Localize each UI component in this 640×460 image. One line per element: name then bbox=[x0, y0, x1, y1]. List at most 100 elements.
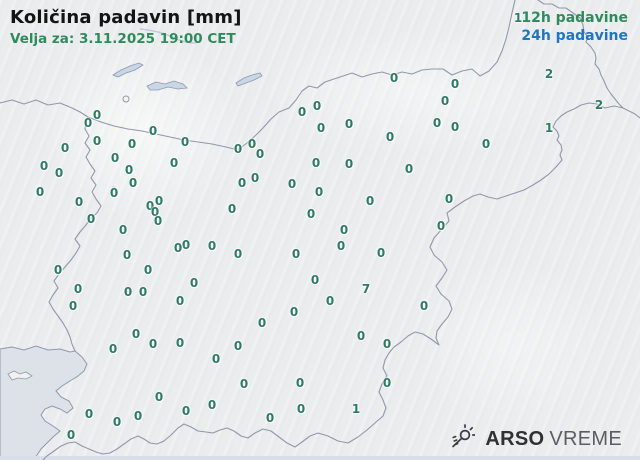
station-value: 0 bbox=[237, 176, 247, 190]
station-value: 0 bbox=[175, 294, 185, 308]
station-value: 0 bbox=[297, 105, 307, 119]
station-value: 0 bbox=[154, 194, 164, 208]
station-value: 0 bbox=[35, 185, 45, 199]
station-value: 0 bbox=[207, 239, 217, 253]
lagoon-islands bbox=[7, 370, 33, 381]
station-value: 0 bbox=[385, 130, 395, 144]
station-value: 0 bbox=[306, 207, 316, 221]
station-value: 0 bbox=[66, 428, 76, 442]
station-value: 0 bbox=[169, 156, 179, 170]
station-value: 0 bbox=[150, 205, 160, 219]
station-value: 0 bbox=[175, 336, 185, 350]
station-value: 0 bbox=[389, 71, 399, 85]
station-value: 0 bbox=[382, 376, 392, 390]
station-value: 0 bbox=[365, 194, 375, 208]
station-value: 0 bbox=[189, 276, 199, 290]
station-value: 0 bbox=[181, 238, 191, 252]
station-value: 0 bbox=[53, 263, 63, 277]
station-value: 0 bbox=[295, 376, 305, 390]
station-value: 0 bbox=[287, 177, 297, 191]
station-value: 0 bbox=[39, 159, 49, 173]
station-value: 0 bbox=[432, 116, 442, 130]
branding: ARSO VREME bbox=[450, 424, 622, 454]
station-value: 0 bbox=[289, 305, 299, 319]
station-value: 0 bbox=[207, 398, 217, 412]
station-value: 0 bbox=[356, 329, 366, 343]
river-north bbox=[139, 28, 197, 44]
station-value: 0 bbox=[382, 337, 392, 351]
station-value: 0 bbox=[344, 157, 354, 171]
station-value: 1 bbox=[544, 121, 554, 135]
station-value: 0 bbox=[54, 166, 64, 180]
station-value: 0 bbox=[148, 337, 158, 351]
arso-vreme-wordmark: ARSO VREME bbox=[485, 428, 622, 451]
station-value: 1 bbox=[351, 402, 361, 416]
station-value: 0 bbox=[110, 151, 120, 165]
border-croatia bbox=[42, 102, 624, 460]
station-value: 0 bbox=[83, 116, 93, 130]
station-value: 0 bbox=[181, 404, 191, 418]
station-value: 0 bbox=[291, 247, 301, 261]
station-value: 0 bbox=[180, 135, 190, 149]
legend-24h-link[interactable]: 24h padavine bbox=[521, 28, 628, 45]
station-value: 0 bbox=[173, 241, 183, 255]
station-value: 0 bbox=[124, 163, 134, 177]
page-title: Količina padavin [mm] bbox=[10, 7, 242, 28]
station-value: 0 bbox=[123, 285, 133, 299]
station-value: 0 bbox=[92, 108, 102, 122]
station-value: 0 bbox=[325, 294, 335, 308]
station-value: 0 bbox=[118, 223, 128, 237]
station-value: 0 bbox=[314, 185, 324, 199]
lake-2 bbox=[146, 80, 188, 91]
station-value: 0 bbox=[316, 121, 326, 135]
station-value: 0 bbox=[154, 390, 164, 404]
station-value: 0 bbox=[481, 137, 491, 151]
station-value: 0 bbox=[86, 212, 96, 226]
station-value: 0 bbox=[133, 409, 143, 423]
station-value: 0 bbox=[74, 195, 84, 209]
station-value: 2 bbox=[544, 67, 554, 81]
station-value: 0 bbox=[233, 339, 243, 353]
station-value: 0 bbox=[311, 156, 321, 170]
station-value: 0 bbox=[312, 99, 322, 113]
border-hungary bbox=[537, 0, 624, 109]
border-hungary-croatia bbox=[622, 107, 640, 119]
station-value: 0 bbox=[444, 192, 454, 206]
station-value: 0 bbox=[250, 171, 260, 185]
station-value: 0 bbox=[339, 223, 349, 237]
border-italy bbox=[48, 116, 102, 352]
station-value: 0 bbox=[450, 120, 460, 134]
small-lake-ring bbox=[122, 95, 130, 103]
arso-label: ARSO bbox=[485, 427, 545, 450]
station-value: 0 bbox=[233, 247, 243, 261]
station-value: 0 bbox=[128, 176, 138, 190]
river-soca bbox=[112, 185, 117, 199]
station-value: 0 bbox=[344, 117, 354, 131]
station-value: 0 bbox=[419, 299, 429, 313]
station-value: 2 bbox=[594, 98, 604, 112]
station-value: 0 bbox=[127, 137, 137, 151]
lake-1 bbox=[112, 62, 144, 78]
station-value: 0 bbox=[73, 282, 83, 296]
station-value: 0 bbox=[239, 377, 249, 391]
station-value: 0 bbox=[60, 141, 70, 155]
station-value: 0 bbox=[257, 316, 267, 330]
station-value: 0 bbox=[227, 202, 237, 216]
station-value: 0 bbox=[310, 273, 320, 287]
station-value: 0 bbox=[296, 402, 306, 416]
legend: 12h padavine 24h padavine bbox=[521, 9, 628, 45]
station-value: 0 bbox=[233, 142, 243, 156]
station-value: 0 bbox=[84, 407, 94, 421]
station-value: 0 bbox=[68, 299, 78, 313]
station-value: 0 bbox=[112, 415, 122, 429]
legend-12h-link[interactable]: 12h padavine bbox=[521, 10, 628, 26]
station-value: 0 bbox=[336, 239, 346, 253]
station-value: 0 bbox=[148, 124, 158, 138]
station-value: 0 bbox=[440, 94, 450, 108]
station-value: 0 bbox=[211, 352, 221, 366]
station-value: 0 bbox=[255, 147, 265, 161]
bottom-strip bbox=[0, 456, 640, 460]
station-value: 0 bbox=[247, 137, 257, 151]
